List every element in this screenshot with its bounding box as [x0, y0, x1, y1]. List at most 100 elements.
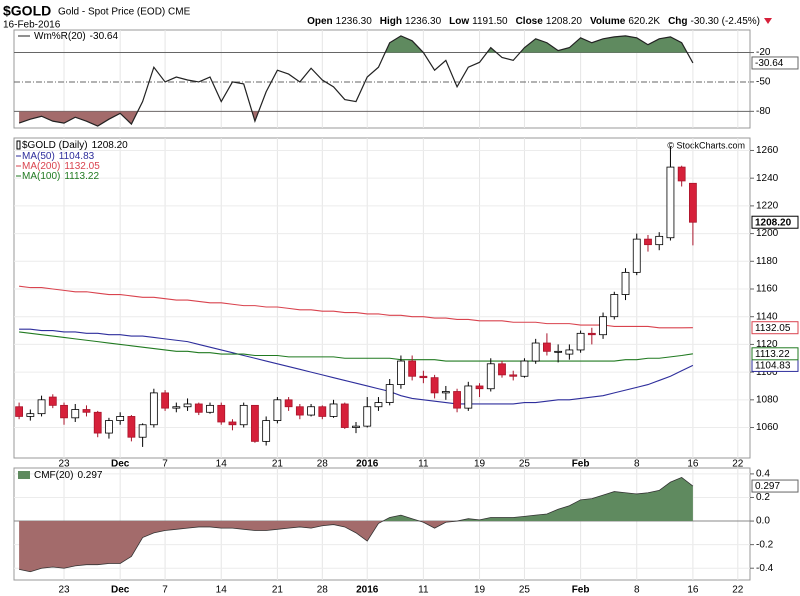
- x-tick-label: 21: [272, 459, 284, 470]
- down-arrow: [764, 18, 772, 24]
- stat-label: High: [380, 16, 402, 27]
- candle-body: [172, 406, 181, 409]
- candle-body: [610, 294, 619, 318]
- x-tick-label: 8: [634, 459, 640, 470]
- x-tick-label: 11: [418, 459, 429, 470]
- candle-body: [307, 406, 315, 416]
- x-tick-label: Dec: [111, 585, 130, 596]
- y-tick-label: 1260: [756, 145, 779, 156]
- y-tick-label: 1160: [756, 284, 778, 295]
- value-box-label: -30.64: [755, 58, 784, 69]
- candle-body: [374, 402, 383, 408]
- x-tick-label: 2016: [356, 459, 379, 470]
- cmf-line: [19, 476, 694, 573]
- stats: Open 1236.30 High 1236.30 Low 1191.50 Close 120…: [307, 16, 760, 27]
- candle-body: [632, 238, 641, 273]
- legend: MA(200) 1132.05: [22, 161, 100, 172]
- legend-name: MA(200): [22, 161, 60, 172]
- y-tick-label: 1100: [756, 367, 778, 378]
- legend-value: 1132.05: [64, 161, 100, 172]
- candle-body: [26, 413, 35, 417]
- value-box: [751, 321, 799, 335]
- candle-body: [161, 392, 169, 409]
- candle-body: [48, 396, 57, 406]
- x-tick-label: 19: [474, 585, 486, 596]
- candle-body: [677, 166, 686, 182]
- candle-body: [105, 420, 113, 434]
- y-tick-label: 1200: [756, 228, 779, 239]
- fill-above: [382, 477, 693, 522]
- legend-swatch: [18, 471, 30, 479]
- legend-value: 1104.83: [59, 151, 95, 162]
- x-tick-label: 22: [732, 585, 744, 596]
- candle-body: [689, 182, 697, 223]
- x-tick-label: 14: [216, 585, 228, 596]
- value-box-label: 0.297: [755, 481, 780, 492]
- wmr-line: [18, 35, 694, 127]
- stat-value: 1208.20: [546, 16, 583, 27]
- candle-body: [475, 385, 484, 390]
- x-tick-label: 22: [732, 459, 744, 470]
- candle-body: [520, 360, 529, 377]
- value-box: [751, 215, 799, 229]
- fill-below: [19, 111, 693, 127]
- candle-body: [441, 391, 450, 394]
- value-box: [751, 56, 799, 70]
- y-tick-label: 1180: [756, 256, 778, 267]
- y-tick-label: -0.4: [756, 563, 774, 574]
- candle-body: [60, 404, 68, 419]
- candle-body: [531, 342, 540, 362]
- x-tick-label: 25: [519, 459, 531, 470]
- fill-below: [19, 521, 693, 572]
- stat-value: 1236.30: [405, 16, 442, 27]
- x-tick-label: 23: [58, 585, 70, 596]
- candle-body: [543, 342, 551, 352]
- candle-body: [464, 385, 473, 409]
- x-tick-label: 2016: [356, 585, 379, 596]
- candle-body: [666, 166, 675, 239]
- legend: MA(50) 1104.83: [22, 151, 95, 162]
- value-box-label: 1208.20: [755, 217, 792, 228]
- candle-body: [385, 384, 394, 403]
- y-tick-label: -50: [756, 77, 771, 88]
- y-tick-label: 0.0: [756, 516, 770, 527]
- candle-body: [430, 377, 439, 394]
- candle-body: [262, 420, 271, 442]
- x-tick-label: 8: [634, 585, 640, 596]
- x-tick-label: 7: [162, 459, 168, 470]
- legend: $GOLD (Daily) 1208.20: [22, 140, 128, 151]
- y-tick-label: 0.4: [756, 469, 770, 480]
- value-box: [751, 479, 799, 493]
- y-tick-label: -0.2: [756, 539, 774, 550]
- x-tick-label: Feb: [572, 585, 590, 596]
- candle-body: [655, 235, 664, 246]
- date: 16-Feb-2016: [3, 20, 61, 31]
- stat-label: Chg: [668, 16, 687, 27]
- subtitle: Gold - Spot Price (EOD) CME: [58, 7, 191, 18]
- value-box-label: 1104.83: [755, 361, 791, 372]
- candle-body: [340, 403, 349, 428]
- x-tick-label: Feb: [572, 459, 590, 470]
- x-tick-label: 23: [58, 459, 70, 470]
- candle-body: [363, 406, 372, 427]
- stat-label: Volume: [590, 16, 626, 27]
- value-box-label: 1113.22: [755, 349, 790, 360]
- candle-body: [621, 271, 630, 295]
- candle-body: [554, 350, 563, 353]
- candle-body: [498, 363, 506, 376]
- candle-body: [273, 399, 282, 421]
- stat-label: Close: [516, 16, 544, 27]
- legend-name: CMF(20): [34, 470, 73, 481]
- x-tick-label: 21: [272, 585, 284, 596]
- value-box: [751, 347, 799, 361]
- legend-name: Wm%R(20): [34, 31, 86, 42]
- y-tick-label: 1220: [756, 201, 779, 212]
- candle-body: [599, 316, 607, 336]
- legend-name: $GOLD (Daily): [22, 140, 88, 151]
- candle-body: [116, 416, 125, 421]
- y-tick-label: 1080: [756, 394, 779, 405]
- candle-body: [217, 404, 226, 423]
- ma-line: [19, 285, 693, 329]
- legend-name: MA(100): [22, 171, 60, 182]
- legend-value: 1208.20: [92, 140, 129, 151]
